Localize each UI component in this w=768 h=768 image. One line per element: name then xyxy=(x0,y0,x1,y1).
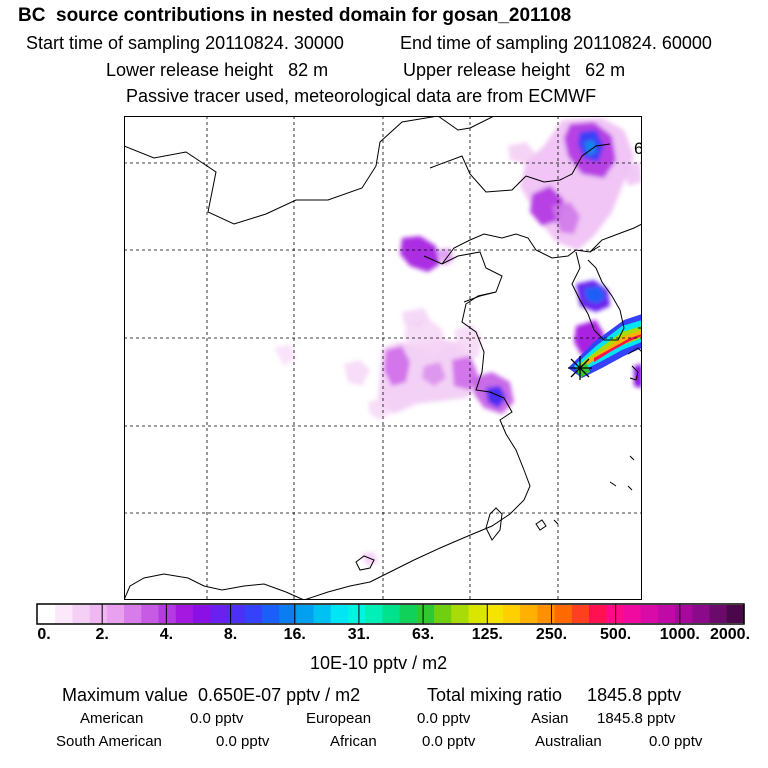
end-time-label: End time of sampling 20110824. 60000 xyxy=(400,33,712,53)
coastlines xyxy=(124,116,642,600)
tracer-note: Passive tracer used, meteorological data… xyxy=(126,86,597,106)
map-frame xyxy=(124,116,642,600)
colorbar-cell xyxy=(434,605,452,623)
receptor-marker xyxy=(568,356,592,380)
african-value: 0.0 pptv xyxy=(422,733,476,750)
african-label: African xyxy=(330,733,377,750)
american-value: 0.0 pptv xyxy=(190,710,244,727)
south-american-label: South American xyxy=(56,733,162,750)
american-label: American xyxy=(80,710,144,727)
maximum-value: Maximum value 0.650E-07 pptv / m2 xyxy=(62,685,361,705)
colorbar-cell xyxy=(589,605,607,623)
colorbar-tick-label: 2000. xyxy=(709,626,751,643)
colorbar-cell xyxy=(692,605,711,623)
colorbar-tick-label: 500. xyxy=(600,626,632,643)
colorbar-cell xyxy=(520,605,538,623)
australian-value: 0.0 pptv xyxy=(649,733,703,750)
colorbar-cell xyxy=(158,605,177,623)
colorbar-cell xyxy=(554,605,573,623)
plot-title: BC source contributions in nested domain… xyxy=(18,5,572,26)
colorbar-cell xyxy=(416,605,435,623)
colorbar-cell xyxy=(124,605,142,623)
colorbar-cell xyxy=(313,605,332,623)
colorbar-cell xyxy=(726,605,745,623)
colorbar-cell xyxy=(72,605,91,623)
map-corner-label: 6 xyxy=(634,139,642,158)
colorbar-cell xyxy=(55,605,74,623)
colorbar-cell xyxy=(399,605,418,623)
colorbar-cell xyxy=(244,605,263,623)
graticule xyxy=(124,116,642,600)
colorbar-tick-label: 2. xyxy=(95,626,109,643)
colorbar-tick-label: 4. xyxy=(159,626,174,643)
color-scale-bar xyxy=(36,603,745,625)
australian-label: Australian xyxy=(535,733,602,750)
asian-label: Asian xyxy=(531,710,569,727)
colorbar-tick-label: 63. xyxy=(411,626,435,643)
colorbar-cell xyxy=(640,605,659,623)
colorbar-cell xyxy=(657,605,676,623)
colorbar-cell xyxy=(330,605,349,623)
start-time-label: Start time of sampling 20110824. 30000 xyxy=(26,33,344,53)
colorbar-cell xyxy=(451,605,470,623)
colorbar-cell xyxy=(623,605,642,623)
asian-value: 1845.8 pptv xyxy=(597,710,676,727)
upper-release-height: Upper release height 62 m xyxy=(403,60,626,80)
colorbar-cell xyxy=(675,605,693,623)
colorbar-cell xyxy=(485,605,504,623)
colorbar-cell xyxy=(468,605,487,623)
colorbar-cell xyxy=(210,605,229,623)
european-label: European xyxy=(306,710,372,727)
colorbar-tick-label: 0. xyxy=(37,626,51,643)
colorbar-cell xyxy=(279,605,297,623)
colorbar-cell xyxy=(502,605,521,623)
colorbar-cell xyxy=(296,605,315,623)
colorbar-cell xyxy=(709,605,728,623)
colorbar-tick-label: 16. xyxy=(283,626,306,643)
colorbar-tick-label: 1000. xyxy=(659,626,700,643)
colorbar-tick-label: 8. xyxy=(223,626,238,643)
colorbar-cell xyxy=(347,605,366,623)
lower-release-height: Lower release height 82 m xyxy=(106,60,329,80)
colorbar-tick-label: 125. xyxy=(471,626,503,643)
colorbar-tick-label: 31. xyxy=(347,626,371,643)
contribution-map: 6 xyxy=(124,116,642,600)
colorbar-cell xyxy=(571,605,590,623)
south-american-value: 0.0 pptv xyxy=(216,733,270,750)
plume-contours xyxy=(274,118,642,566)
colorbar-tick-label: 250. xyxy=(535,626,568,643)
european-value: 0.0 pptv xyxy=(417,710,471,727)
colorbar-cell xyxy=(89,605,108,623)
colorbar-cell xyxy=(175,605,194,623)
colorbar-cell xyxy=(261,605,280,623)
colorbar-cell xyxy=(227,605,246,623)
colorbar-cell xyxy=(106,605,125,623)
colorbar-cell xyxy=(365,605,383,623)
colorbar-unit: 10E-10 pptv / m2 xyxy=(310,653,448,673)
colorbar-cell xyxy=(382,605,401,623)
colorbar-cell xyxy=(192,605,211,623)
colorbar-cell xyxy=(38,605,56,623)
colorbar-cell xyxy=(141,605,160,623)
colorbar-cell xyxy=(537,605,556,623)
total-mixing-ratio: Total mixing ratio 1845.8 pptv xyxy=(427,685,682,705)
